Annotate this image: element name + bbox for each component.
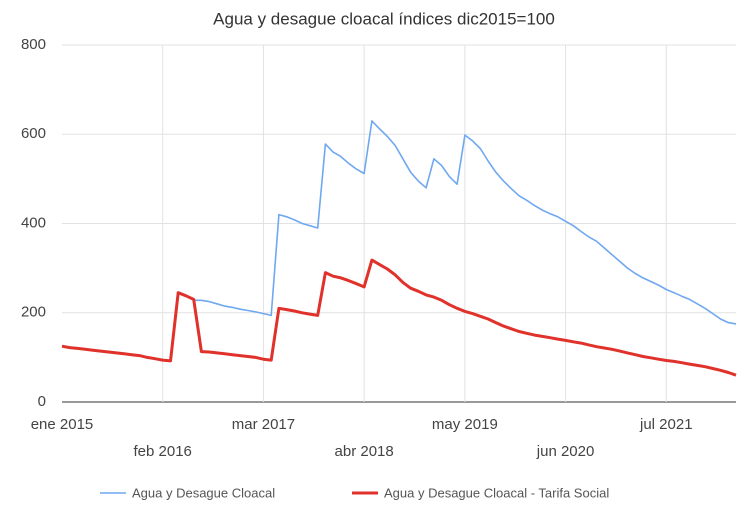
x-tick-label: feb 2016 — [134, 443, 192, 460]
x-tick-label: ene 2015 — [31, 416, 94, 433]
x-tick-label: jul 2021 — [639, 416, 693, 433]
y-tick-label: 400 — [21, 214, 46, 231]
x-tick-label: mar 2017 — [232, 416, 295, 433]
x-tick-label: may 2019 — [432, 416, 498, 433]
y-tick-label: 800 — [21, 36, 46, 53]
legend-label: Agua y Desague Cloacal - Tarifa Social — [384, 485, 609, 500]
x-tick-label: abr 2018 — [335, 443, 394, 460]
line — [61, 258, 737, 377]
legend-label: Agua y Desague Cloacal — [132, 485, 275, 500]
y-tick-label: 600 — [21, 125, 46, 142]
x-tick-label: jun 2020 — [536, 443, 595, 460]
line — [193, 120, 737, 325]
y-tick-label: 200 — [21, 304, 46, 321]
y-tick-label: 0 — [38, 393, 46, 410]
chart-title: Agua y desague cloacal índices dic2015=1… — [213, 9, 555, 28]
